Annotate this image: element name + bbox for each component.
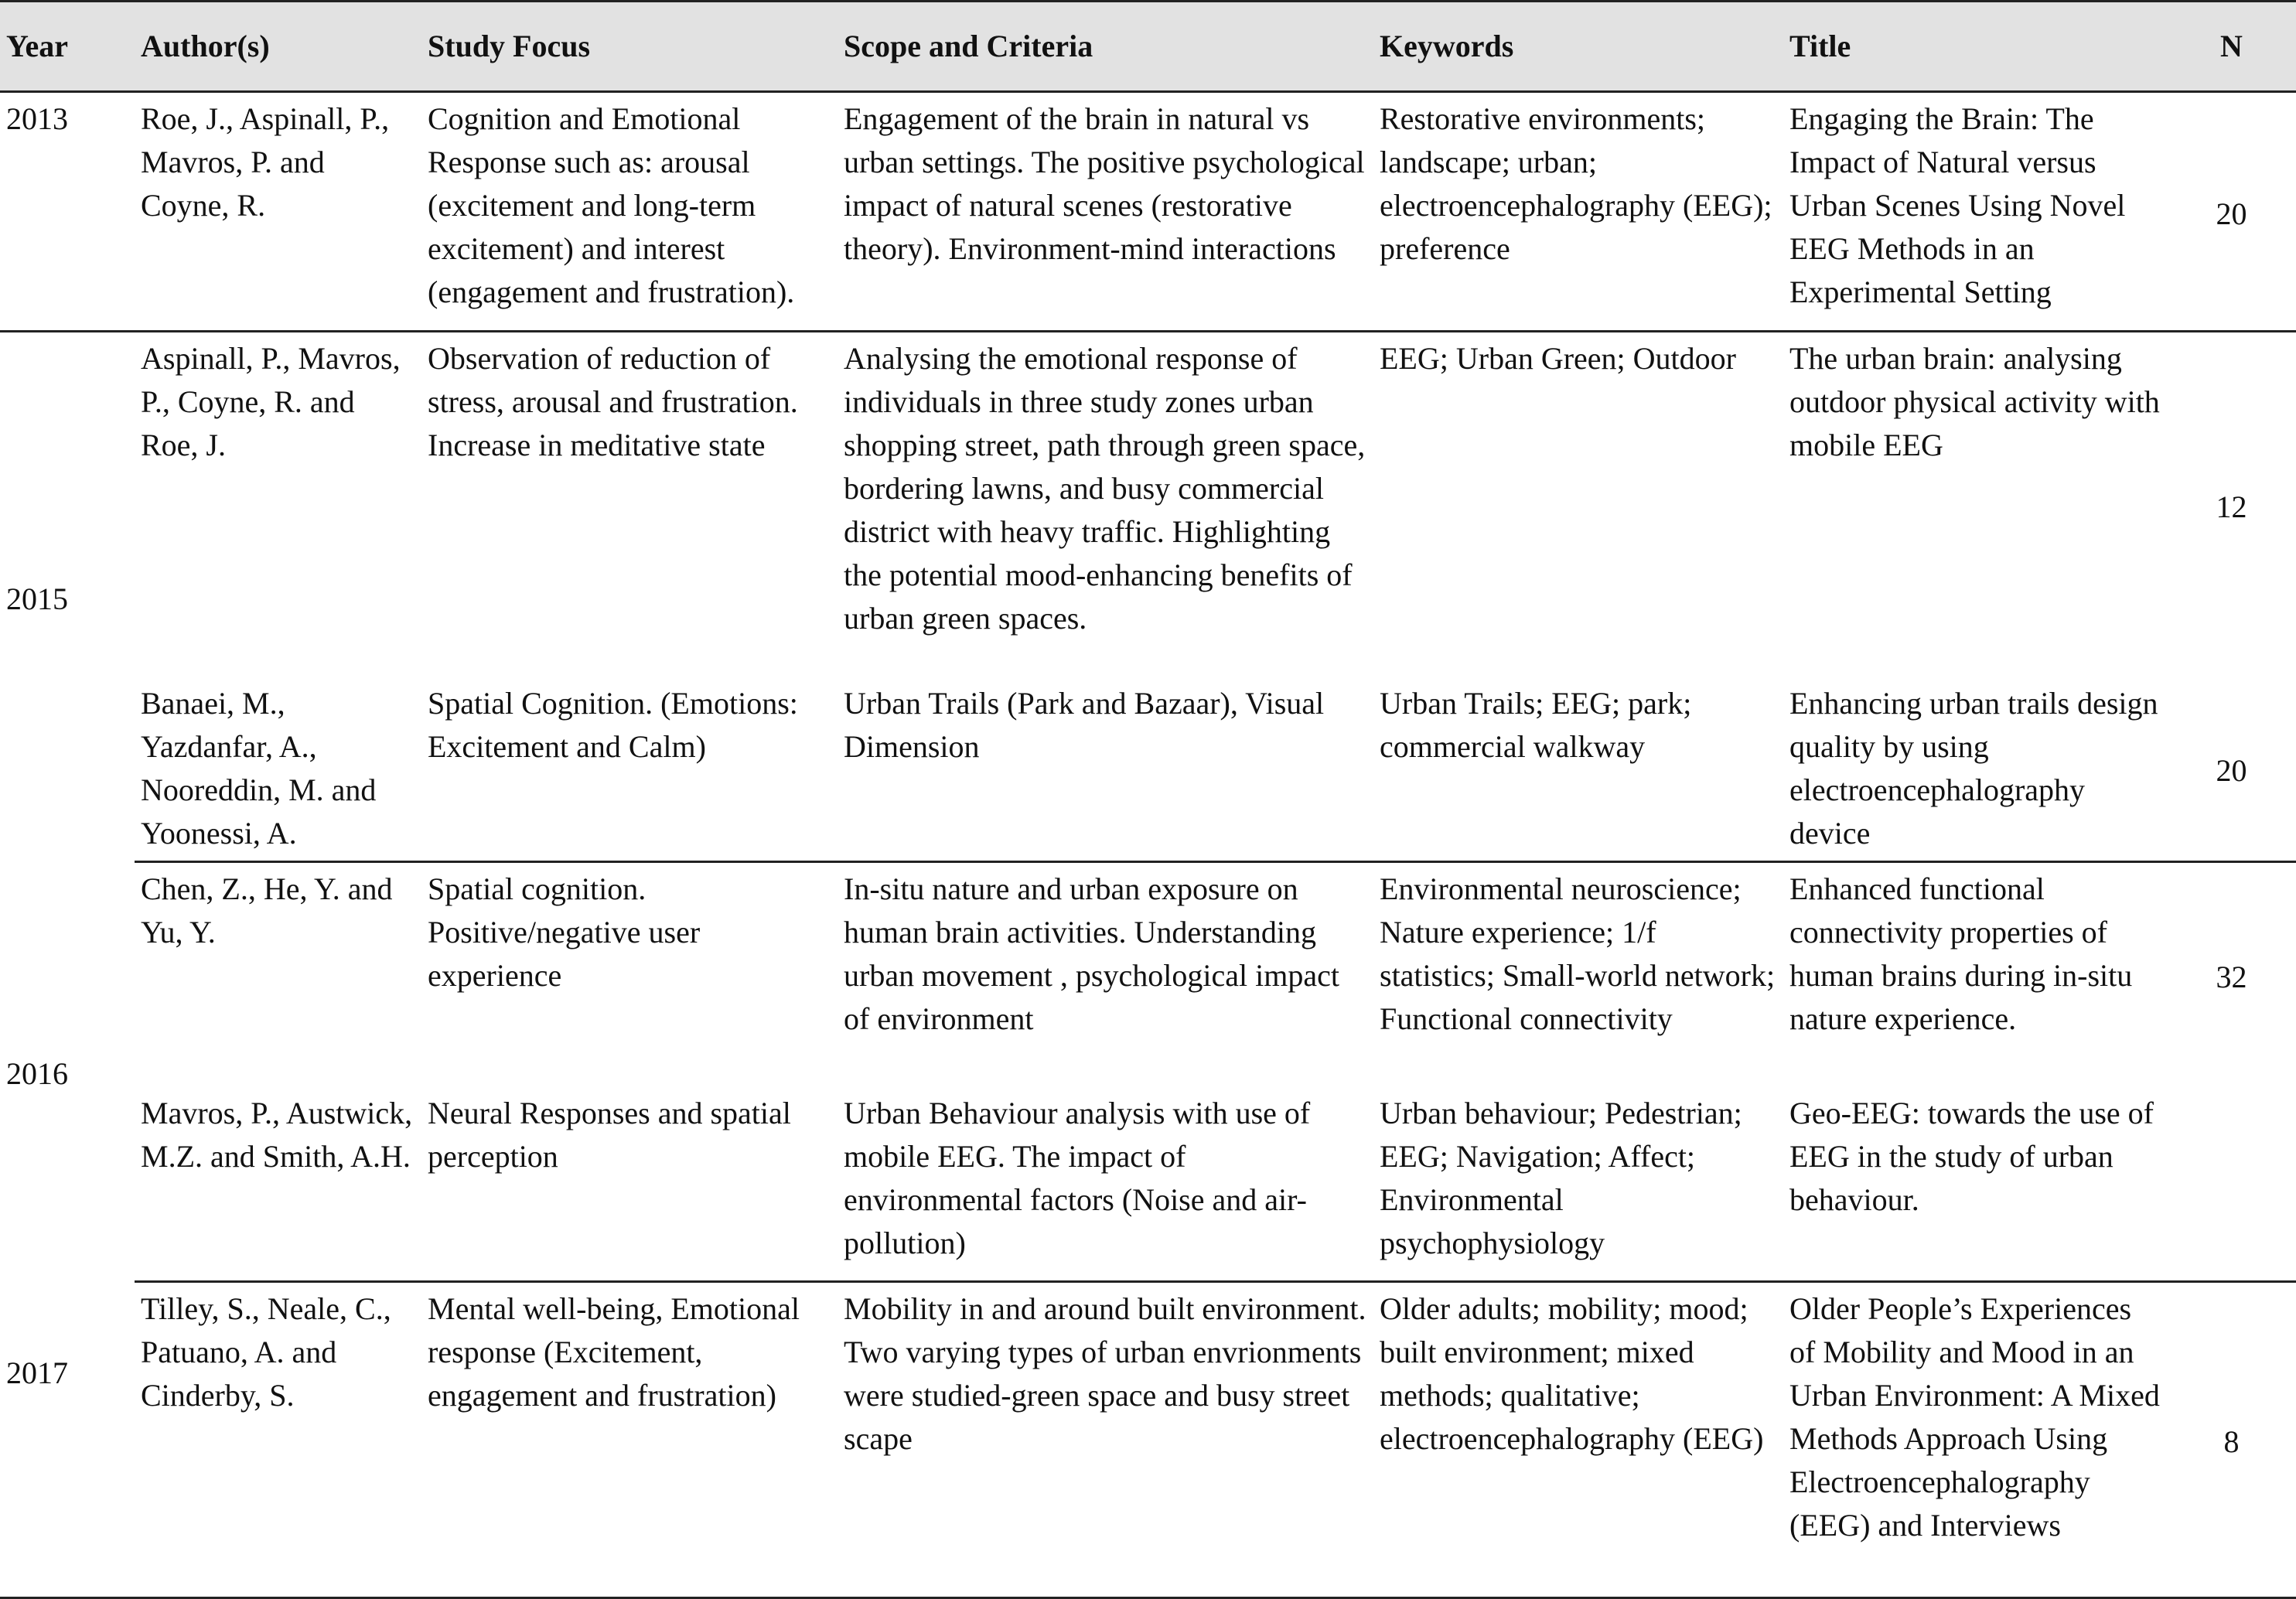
table-row: 2017 Tilley, S., Neale, C., Patuano, A. a… [0,1281,2296,1599]
scope-cell: Urban Trails (Park and Bazaar), Visual D… [838,677,1373,863]
keywords-cell: Older adults; mobility; mood; built envi… [1373,1281,1783,1599]
table-row: Mavros, P., Austwick, M.Z. and Smith, A.… [0,1086,2296,1283]
focus-cell: Neural Responses and spatial perception [421,1086,838,1283]
table-row: Banaei, M., Yazdanfar, A., Nooreddin, M.… [0,677,2296,863]
title-cell: Older People’s Experiences of Mobility a… [1783,1281,2167,1599]
focus-cell: Mental well-being, Emotional response (E… [421,1281,838,1599]
n-cell: 20 [2167,677,2296,863]
year-cell: 2017 [0,1281,135,1599]
header-cell: Title [1783,0,2167,93]
year-cell: 2016 [6,1056,68,1091]
scope-cell: Engagement of the brain in natural vs ur… [838,91,1373,332]
year-cell: 2013 [0,91,135,332]
title-cell: Enhancing urban trails design quality by… [1783,677,2167,863]
header-cell: Keywords [1373,0,1783,93]
scope-cell: In-situ nature and urban exposure on hum… [844,871,1339,1036]
n-cell: 8 [2167,1281,2296,1599]
authors-cell: Roe, J., Aspinall, P., Mavros, P. and Co… [135,91,421,332]
authors-cell: Tilley, S., Neale, C., Patuano, A. and C… [135,1281,421,1599]
focus-cell: Observation of reduction of stress, arou… [428,341,798,462]
table-row: 2013 Roe, J., Aspinall, P., Mavros, P. an… [0,91,2296,332]
scope-cell: Urban Behaviour analysis with use of mob… [838,1086,1373,1283]
focus-cell: Cognition and Emotional Response such as… [421,91,838,332]
n-cell: 12 [2216,489,2247,524]
n-cell [2167,1086,2296,1283]
table-row: 2015 Aspinall, P., Mavros, P., Coyne, R. … [0,332,2296,677]
scope-cell: Mobility in and around built environment… [838,1281,1373,1599]
header-row: Year Author(s) Study Focus Scope and Criter… [0,0,2296,93]
table-body: 2013 Roe, J., Aspinall, P., Mavros, P. an… [0,91,2296,1599]
title-cell: The urban brain: analysing outdoor physi… [1789,341,2160,462]
keywords-cell: Environmental neuroscience; Nature exper… [1380,871,1776,1036]
title-cell: Geo-EEG: towards the use of EEG in the s… [1783,1086,2167,1283]
keywords-cell: Urban Trails; EEG; park; commercial walk… [1373,677,1783,863]
title-cell: Engaging the Brain: The Impact of Natura… [1783,91,2167,332]
table-row: 2016 Chen, Z., He, Y. and Yu, Y. Spatial c… [0,862,2296,1091]
year-cell: 2015 [6,581,68,617]
authors-cell: Chen, Z., He, Y. and Yu, Y. [141,871,393,950]
header-cell: Year [0,0,135,93]
authors-cell: Banaei, M., Yazdanfar, A., Nooreddin, M.… [135,677,421,863]
focus-cell: Spatial Cognition. (Emotions: Excitement… [421,677,838,863]
header-cell: N [2167,0,2296,93]
authors-cell: Mavros, P., Austwick, M.Z. and Smith, A.… [135,1086,421,1283]
header-cell: Author(s) [135,0,421,93]
n-cell: 32 [2216,959,2247,994]
scope-cell: Analysing the emotional response of indi… [844,341,1366,636]
focus-cell: Spatial cognition. Positive/negative use… [428,871,701,993]
keywords-cell: Restorative environments; landscape; urb… [1373,91,1783,332]
keywords-cell: EEG; Urban Green; Outdoor [1380,341,1736,376]
header-cell: Scope and Criteria [838,0,1373,93]
keywords-cell: Urban behaviour; Pedestrian; EEG; Naviga… [1373,1086,1783,1283]
n-cell: 20 [2167,91,2296,332]
header-cell: Study Focus [421,0,838,93]
title-cell: Enhanced functional connectivity propert… [1789,871,2133,1036]
authors-cell: Aspinall, P., Mavros, P., Coyne, R. and … [141,341,401,462]
